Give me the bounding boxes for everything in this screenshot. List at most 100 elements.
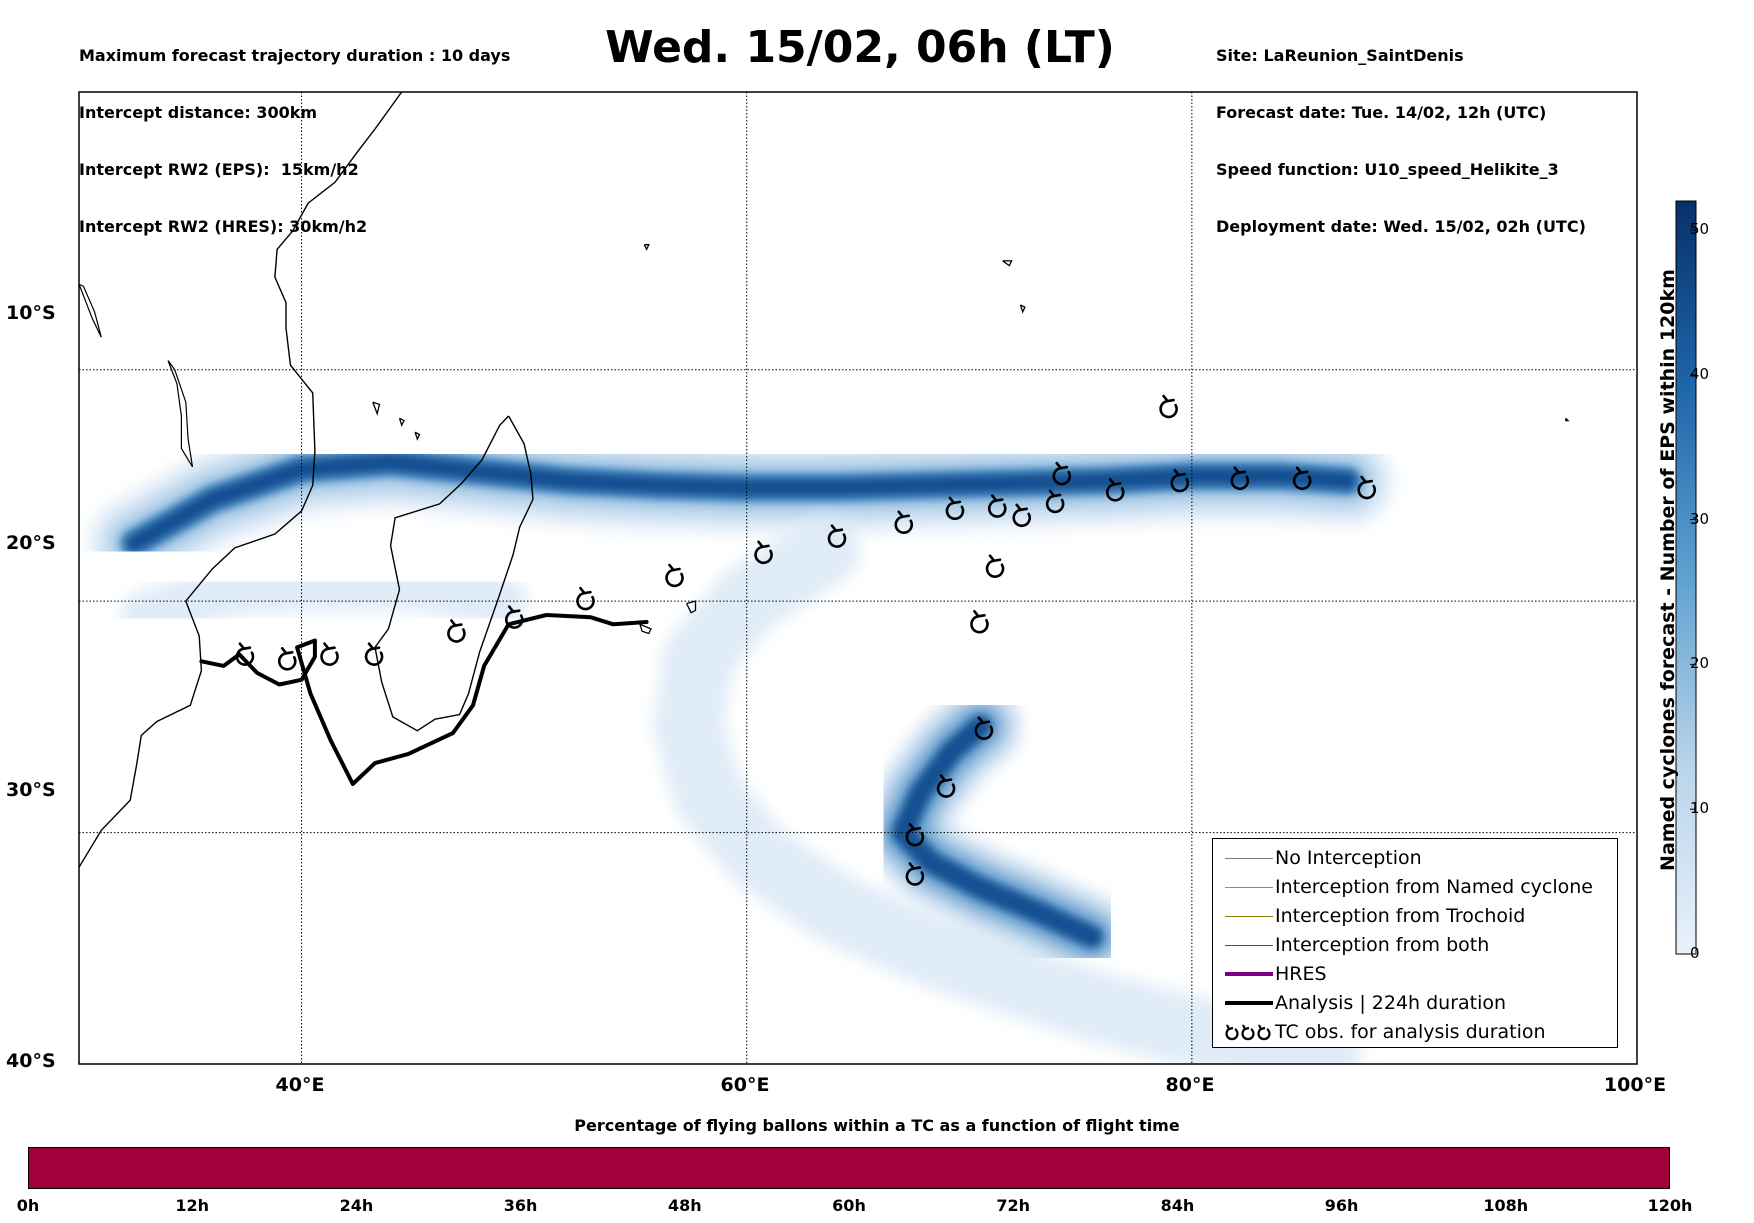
coastline-island	[1002, 260, 1013, 267]
cyclone-icon	[905, 822, 925, 847]
legend-item: Interception from Trochoid	[1213, 905, 1617, 929]
flight-time-label: 60h	[832, 1196, 866, 1215]
flight-time-label: 84h	[1160, 1196, 1195, 1215]
lat-tick-label: 30°S	[6, 779, 56, 801]
flight-time-label: 12h	[175, 1196, 210, 1215]
coastline-island	[643, 244, 650, 251]
legend-item: No Interception	[1213, 847, 1617, 871]
cyclone-icon	[1225, 1024, 1271, 1041]
map-content	[79, 92, 1637, 1064]
colorbar-tick-label: 40	[1690, 364, 1710, 383]
flight-time-bar	[28, 1147, 1670, 1189]
lon-tick-label: 40°E	[275, 1074, 325, 1096]
cyclone-icon	[1357, 475, 1377, 500]
cyclone-icon	[827, 524, 847, 548]
cyclone-icon	[1292, 466, 1312, 490]
legend-item-label: Interception from both	[1275, 934, 1490, 956]
header-right-line: Speed function: U10_speed_Helikite_3	[1216, 160, 1559, 179]
legend-item-label: No Interception	[1275, 847, 1422, 869]
cyclone-icon	[987, 494, 1007, 518]
legend-line-swatch	[1225, 916, 1273, 917]
map-legend: No Interception Interception from Named …	[1212, 838, 1618, 1048]
legend-item-label: HRES	[1275, 963, 1327, 985]
colorbar-tickmarks	[1690, 229, 1696, 955]
cyclone-icon	[1012, 503, 1032, 528]
header-left: Maximum forecast trajectory duration : 1…	[79, 8, 510, 255]
colorbar-tick-label: 50	[1690, 219, 1710, 238]
cyclone-icon	[985, 554, 1005, 578]
cyclone-icon	[1159, 394, 1178, 419]
coastline-island	[1019, 304, 1026, 314]
map-frame	[78, 91, 1638, 1065]
header-right: Site: LaReunion_SaintDenis Forecast date…	[1216, 8, 1586, 255]
coastline-madagascar	[374, 415, 534, 732]
lat-tick-label: 10°S	[6, 302, 56, 324]
flight-time-label: 72h	[996, 1196, 1031, 1215]
header-right-line: Forecast date: Tue. 14/02, 12h (UTC)	[1216, 103, 1547, 122]
coastline-island	[414, 431, 421, 441]
legend-item: Interception from both	[1213, 934, 1617, 958]
legend-item: Interception from Named cyclone	[1213, 876, 1617, 900]
cyclone-icon	[754, 540, 773, 565]
lat-tick-label: 20°S	[6, 532, 56, 554]
cyclone-icon	[576, 586, 595, 611]
analysis-trajectory	[199, 613, 649, 786]
flight-time-label: 96h	[1324, 1196, 1359, 1215]
flight-time-label: 36h	[503, 1196, 538, 1215]
density-band	[891, 715, 1103, 948]
legend-item: Analysis | 224h duration	[1213, 992, 1617, 1016]
coastline-lake	[167, 360, 194, 468]
flight-time-label: 108h	[1483, 1196, 1529, 1215]
colorbar-tick-label: 0	[1690, 944, 1700, 962]
colorbar-label: Named cyclones forecast - Number of EPS …	[1657, 269, 1679, 871]
coastline-africa	[79, 92, 403, 868]
header-left-line: Intercept RW2 (HRES): 30km/h2	[79, 217, 368, 236]
density-band	[120, 559, 527, 640]
coastline-island	[639, 623, 652, 635]
header-left-line: Intercept RW2 (EPS): 15km/h2	[79, 160, 359, 179]
legend-item-label: Interception from Trochoid	[1275, 905, 1526, 927]
lon-tick-label: 60°E	[720, 1074, 770, 1096]
cyclone-icon	[974, 716, 994, 740]
legend-item: TC obs. for analysis duration	[1213, 1021, 1617, 1045]
cyclone-icon	[970, 609, 989, 634]
colorbar-tick-label: 20	[1690, 654, 1710, 673]
cyclone-icon	[1105, 478, 1125, 502]
density-band	[653, 515, 1361, 1064]
cyclone-icon	[1230, 466, 1250, 490]
flight-time-label: 0h	[16, 1196, 40, 1215]
cyclone-icon	[945, 496, 965, 521]
flight-time-label: 24h	[339, 1196, 374, 1215]
colorbar-tick-label: 30	[1690, 509, 1710, 528]
lat-tick-label: 40°S	[6, 1050, 56, 1072]
legend-item-label: TC obs. for analysis duration	[1275, 1021, 1546, 1043]
page-title: Wed. 15/02, 06h (LT)	[605, 22, 1115, 73]
header-left-line: Maximum forecast trajectory duration : 1…	[79, 46, 511, 65]
lon-tick-label: 80°E	[1165, 1074, 1215, 1096]
cyclone-icon	[936, 774, 956, 798]
legend-line-swatch	[1225, 887, 1273, 888]
flight-time-label: 48h	[667, 1196, 702, 1215]
cyclone-icon	[1170, 468, 1190, 493]
density-colorbar	[1675, 200, 1697, 955]
cyclone-icon	[447, 619, 466, 643]
cyclone-icon	[905, 862, 925, 886]
cyclone-icon	[894, 510, 914, 534]
header-right-line: Deployment date: Wed. 15/02, 02h (UTC)	[1216, 217, 1586, 236]
cyclone-icon	[504, 605, 524, 629]
header-right-line: Site: LaReunion_SaintDenis	[1216, 46, 1464, 65]
header-left-line: Intercept distance: 300km	[79, 103, 318, 122]
flight-time-label: 120h	[1647, 1196, 1693, 1215]
legend-line-swatch	[1225, 1001, 1273, 1005]
coastline-island	[686, 600, 697, 614]
cyclone-icon	[1052, 461, 1072, 486]
coastline-island	[1565, 417, 1570, 422]
cyclone-icon	[277, 647, 297, 671]
legend-line-swatch	[1225, 972, 1273, 976]
cyclone-icon	[1045, 489, 1065, 514]
colorbar-tick-label: 10	[1690, 799, 1710, 818]
flight-time-title: Percentage of flying ballons within a TC…	[574, 1116, 1180, 1135]
cyclone-icon	[320, 642, 339, 666]
coastline-lake	[79, 283, 102, 338]
